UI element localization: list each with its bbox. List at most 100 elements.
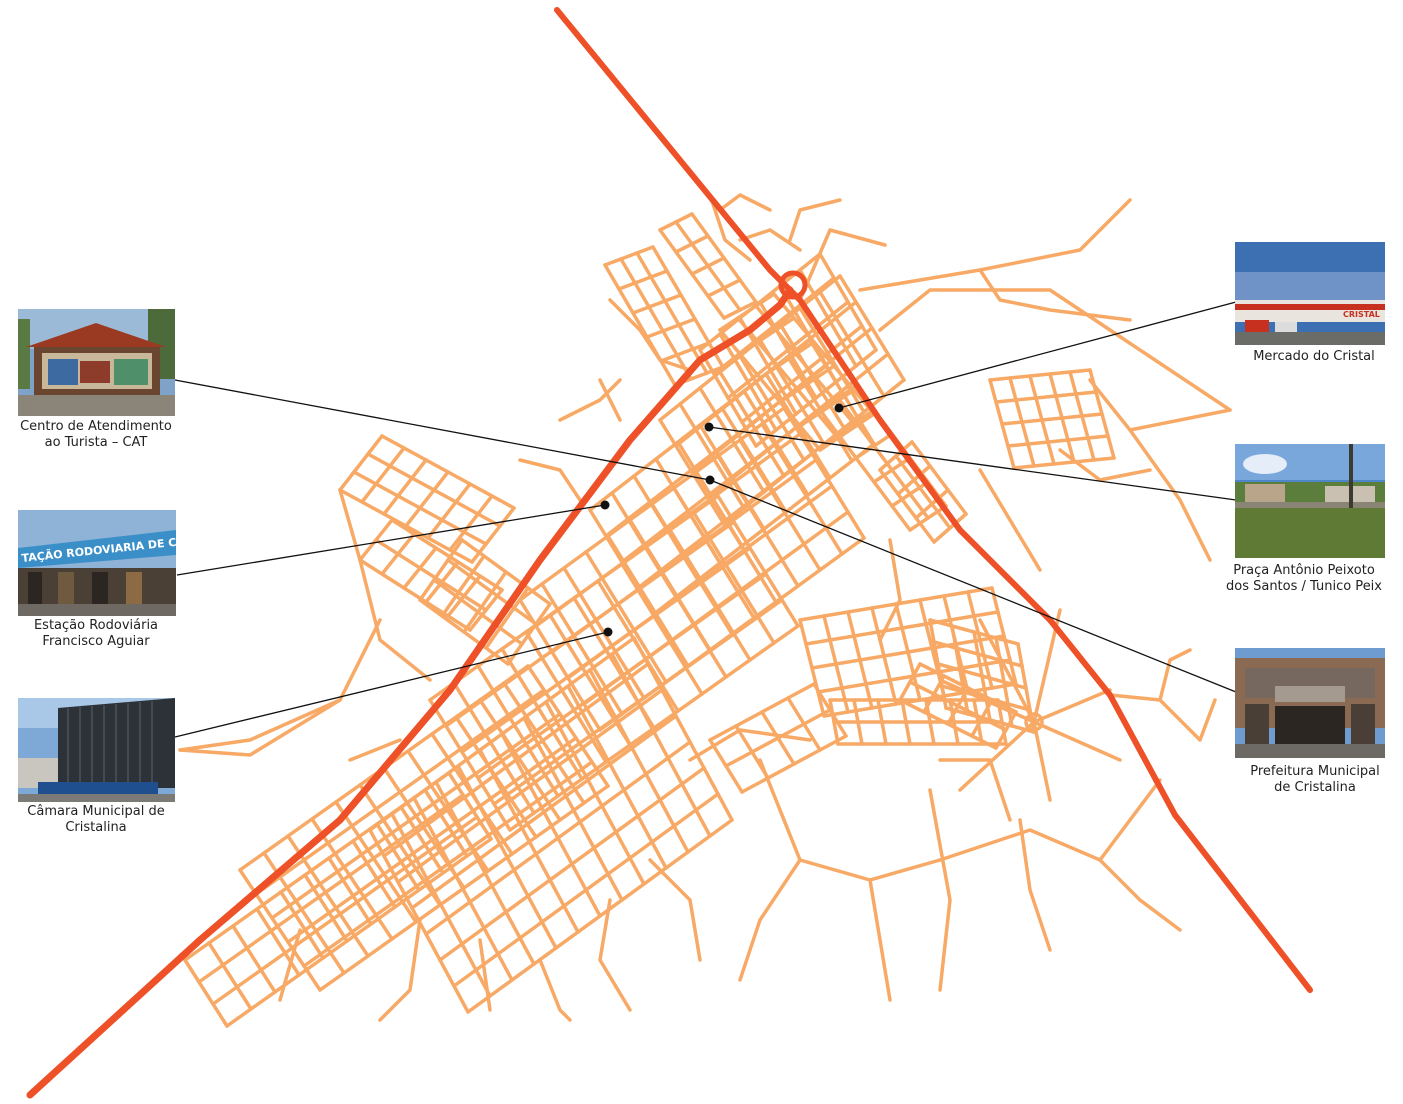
street bbox=[348, 738, 402, 762]
street bbox=[958, 720, 1036, 792]
street bbox=[617, 269, 669, 291]
leader-cat bbox=[174, 379, 711, 481]
street bbox=[270, 712, 562, 920]
photo-mercado[interactable]: CRISTAL bbox=[1235, 242, 1385, 345]
street bbox=[456, 764, 558, 950]
caption-mercado: Mercado do Cristal bbox=[1234, 349, 1394, 365]
street bbox=[898, 698, 998, 750]
street bbox=[878, 288, 1232, 412]
street bbox=[460, 538, 552, 606]
street bbox=[740, 734, 848, 794]
leader-lines bbox=[174, 301, 1237, 738]
roundabout bbox=[778, 270, 808, 300]
street bbox=[1032, 720, 1122, 762]
street bbox=[582, 510, 850, 706]
street bbox=[238, 868, 322, 992]
street bbox=[918, 662, 1018, 714]
street bbox=[368, 636, 636, 832]
photo-prefeitura[interactable] bbox=[1235, 648, 1385, 758]
street bbox=[651, 245, 725, 369]
street bbox=[566, 484, 834, 680]
street bbox=[310, 817, 394, 941]
photo-praca[interactable] bbox=[1235, 444, 1385, 558]
street bbox=[478, 938, 492, 1012]
caption-cat: Centro de Atendimento ao Turista – CAT bbox=[6, 419, 186, 451]
street bbox=[588, 668, 690, 854]
street bbox=[659, 341, 711, 363]
street bbox=[418, 598, 510, 666]
street bbox=[603, 245, 655, 267]
street bbox=[936, 662, 1028, 690]
street bbox=[1032, 720, 1052, 802]
marker-praca[interactable] bbox=[704, 422, 714, 432]
street bbox=[938, 758, 1012, 822]
street bbox=[690, 212, 758, 304]
marker-mercado[interactable] bbox=[834, 403, 844, 413]
street bbox=[603, 263, 677, 387]
highway-southwest bbox=[26, 286, 794, 1099]
marker-camara[interactable] bbox=[603, 627, 613, 637]
street bbox=[558, 378, 622, 422]
street bbox=[500, 647, 584, 781]
street bbox=[928, 618, 1020, 646]
street bbox=[478, 698, 562, 822]
street bbox=[674, 220, 742, 312]
photo-camara[interactable] bbox=[18, 698, 175, 802]
street bbox=[1058, 448, 1152, 482]
street bbox=[994, 390, 1098, 404]
street bbox=[566, 684, 668, 870]
location-markers bbox=[600, 403, 844, 637]
street bbox=[740, 324, 864, 424]
marker-rodoviaria[interactable] bbox=[600, 500, 610, 510]
street bbox=[708, 193, 752, 262]
caption-rodoviaria-line1: Estação Rodoviária bbox=[33, 618, 159, 633]
street bbox=[378, 918, 422, 1022]
photo-cat[interactable] bbox=[18, 309, 175, 416]
street bbox=[434, 780, 536, 966]
caption-praca-line2: dos Santos / Tunico Peix bbox=[1225, 579, 1382, 594]
street bbox=[351, 839, 397, 909]
street bbox=[868, 878, 892, 1002]
street bbox=[327, 856, 373, 926]
street-network bbox=[178, 193, 1232, 1028]
street bbox=[798, 586, 994, 622]
street bbox=[452, 681, 536, 815]
caption-rodoviaria-line2: Francisco Aguiar bbox=[42, 634, 150, 649]
street bbox=[772, 292, 876, 416]
photo-rodoviaria[interactable]: TAÇÃO RODOVIARIA DE CRISTA bbox=[18, 510, 176, 616]
street bbox=[382, 662, 650, 858]
street bbox=[978, 618, 1036, 724]
street bbox=[428, 698, 512, 832]
caption-prefeitura: Prefeitura Municipal de Cristalina bbox=[1232, 764, 1398, 796]
street bbox=[1088, 378, 1232, 432]
street bbox=[726, 300, 850, 400]
street bbox=[447, 771, 493, 841]
street bbox=[303, 873, 349, 943]
street bbox=[380, 434, 516, 510]
street bbox=[399, 805, 445, 875]
street bbox=[810, 634, 1006, 670]
street bbox=[1024, 712, 1044, 732]
marker-cat-prefeitura[interactable] bbox=[705, 475, 715, 485]
street bbox=[360, 446, 406, 504]
street bbox=[500, 732, 602, 918]
caption-camara-line1: Câmara Municipal de bbox=[27, 804, 165, 819]
street bbox=[544, 700, 646, 886]
street bbox=[432, 578, 524, 646]
street bbox=[804, 610, 1000, 646]
street bbox=[836, 396, 930, 520]
street bbox=[818, 408, 912, 532]
street bbox=[584, 550, 668, 684]
street bbox=[928, 788, 952, 992]
leader-rodoviaria bbox=[176, 504, 606, 576]
street bbox=[524, 630, 608, 764]
street bbox=[738, 228, 802, 252]
street bbox=[374, 538, 488, 612]
street bbox=[484, 586, 530, 650]
street bbox=[423, 788, 469, 858]
street bbox=[390, 518, 504, 592]
street bbox=[894, 454, 952, 530]
street bbox=[754, 348, 878, 448]
street bbox=[718, 328, 822, 452]
